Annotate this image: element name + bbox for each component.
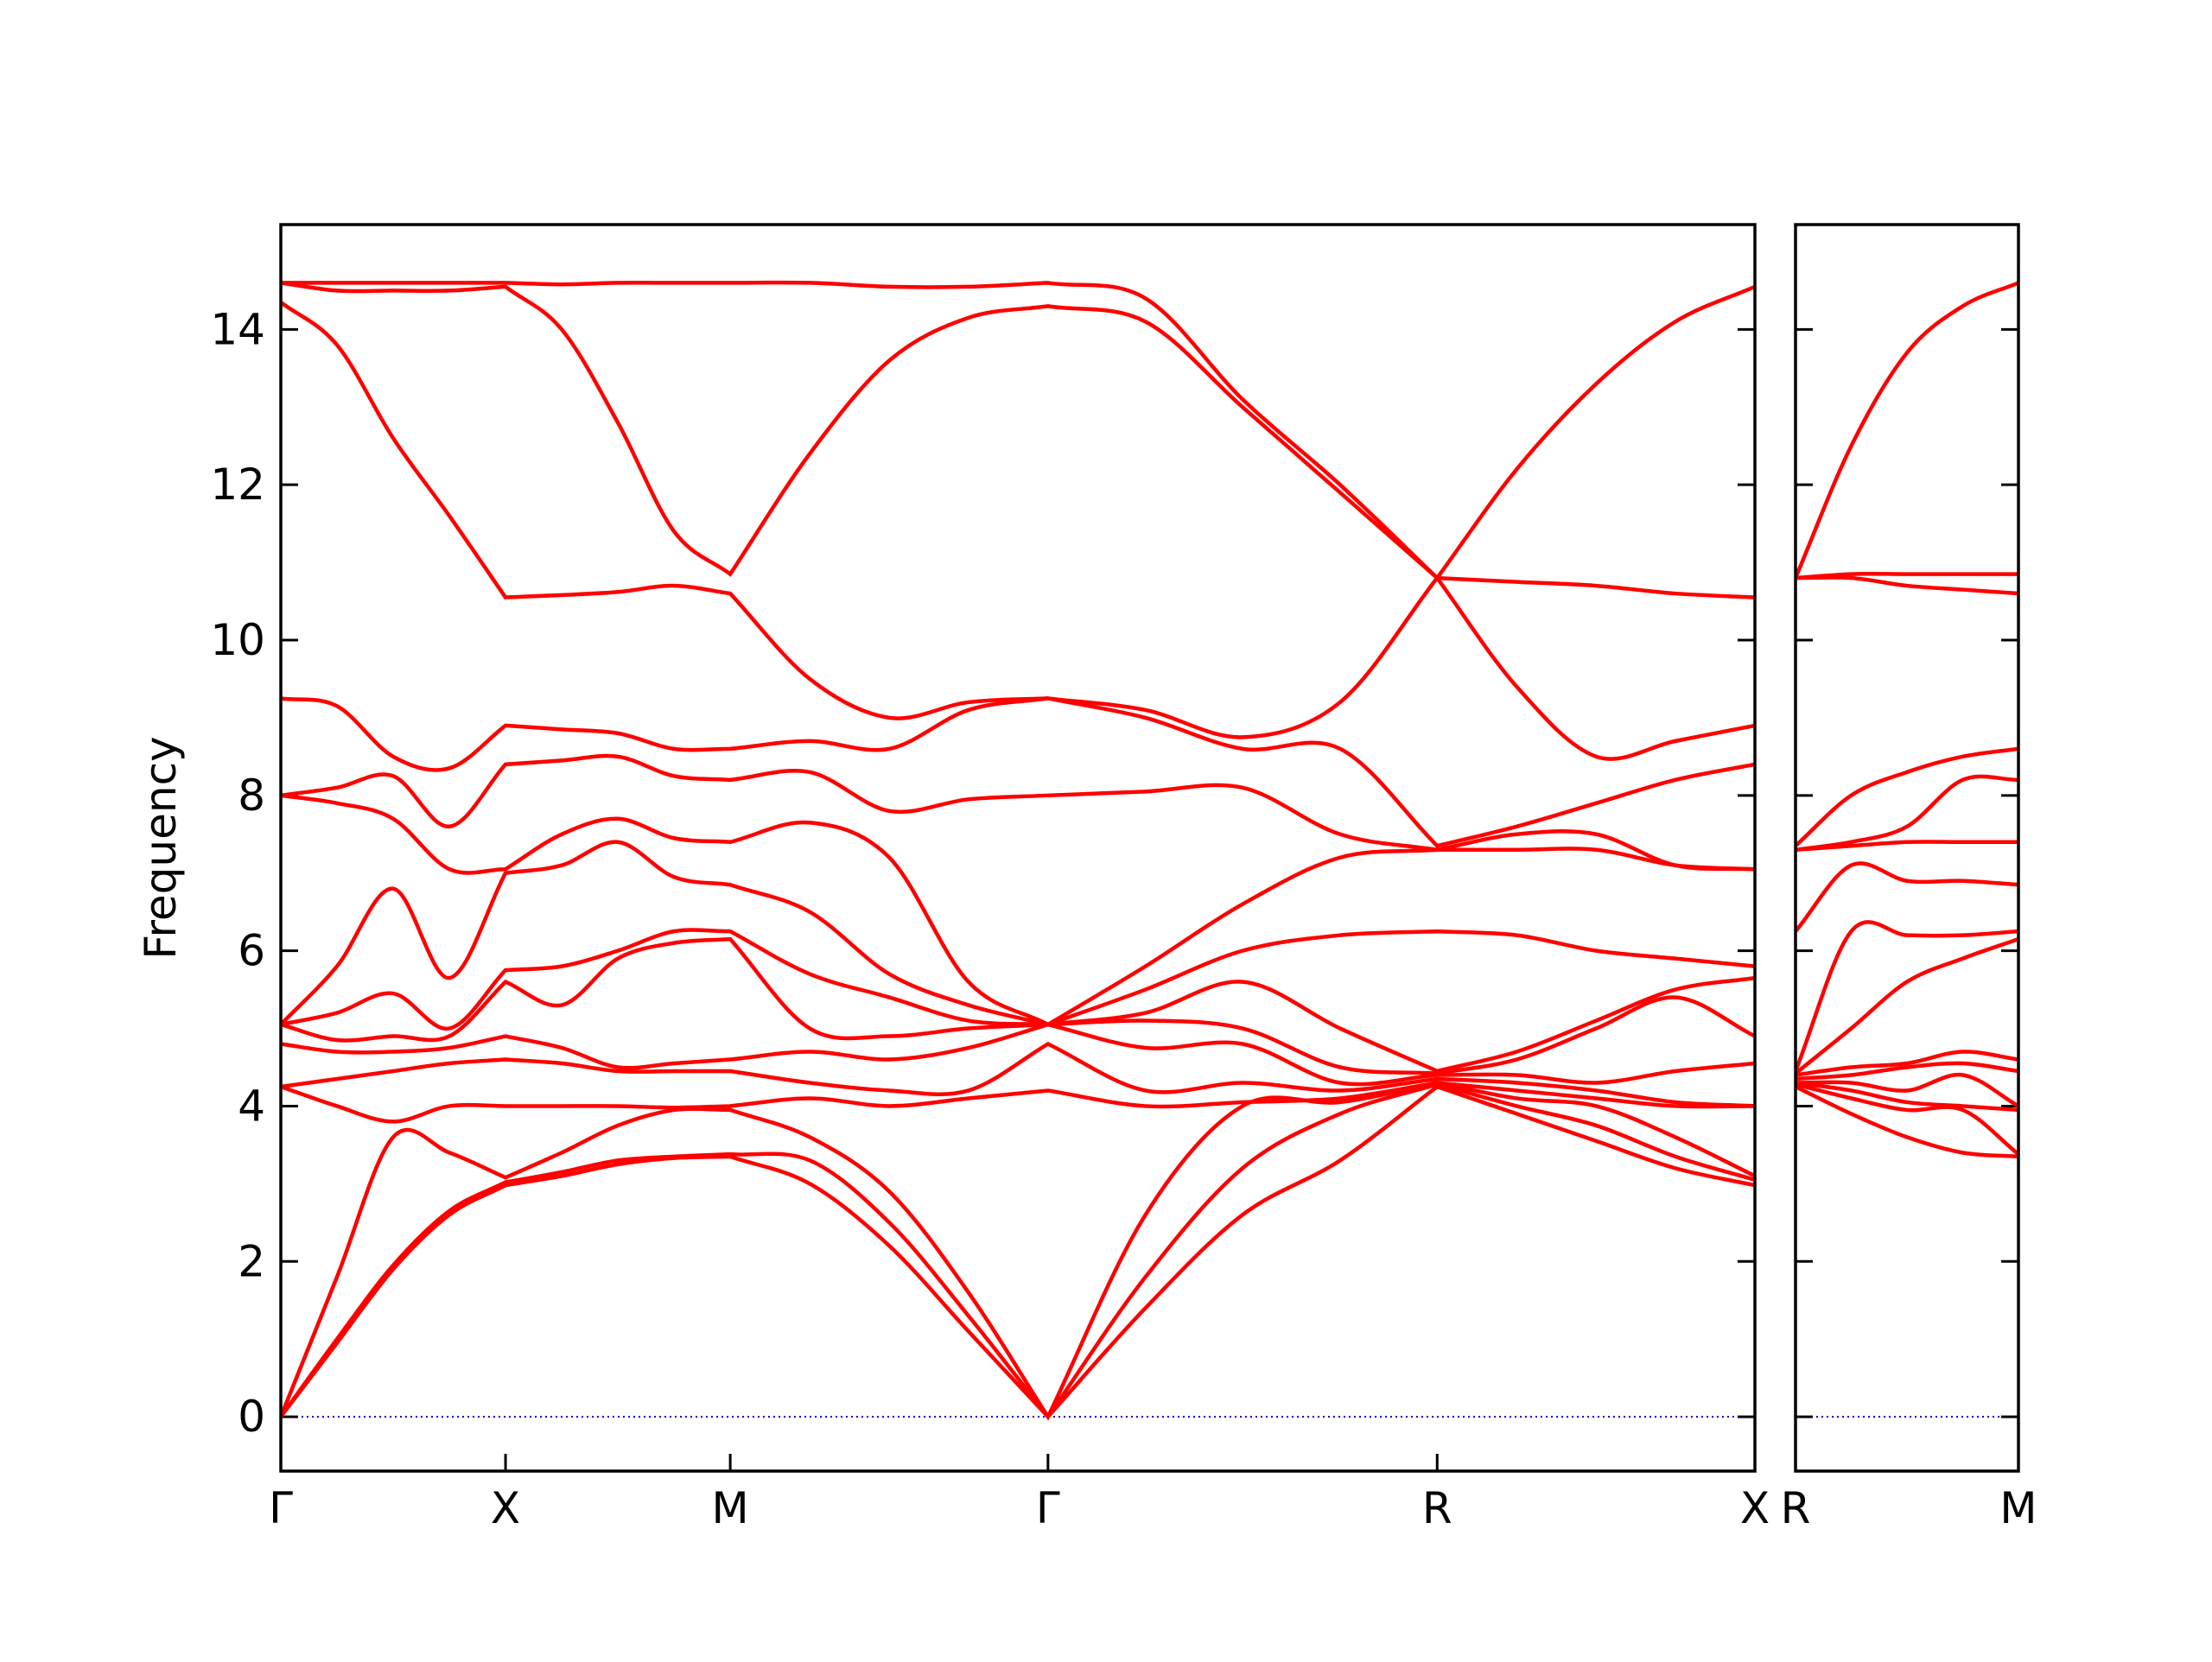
x-tick-label: R bbox=[1422, 1483, 1452, 1533]
band-line bbox=[1796, 840, 2018, 852]
x-tick-label: M bbox=[712, 1483, 749, 1533]
band-line bbox=[281, 753, 1755, 872]
band-line bbox=[1796, 1050, 2018, 1077]
band-line bbox=[1796, 920, 2018, 1072]
band-line bbox=[281, 1082, 1755, 1420]
y-tick-label: 0 bbox=[238, 1392, 265, 1442]
y-axis-label: Frequency bbox=[136, 736, 186, 959]
y-tick-label: 14 bbox=[210, 304, 265, 354]
y-tick-label: 2 bbox=[238, 1236, 265, 1286]
band-line bbox=[1796, 861, 2018, 933]
band-line bbox=[1796, 575, 2018, 596]
band-line bbox=[281, 840, 1755, 1027]
band-line bbox=[281, 1022, 1755, 1087]
y-tick-label: 8 bbox=[238, 771, 265, 821]
band-line bbox=[1796, 1073, 2018, 1108]
y-tick-label: 12 bbox=[210, 460, 265, 510]
plot-frame bbox=[1794, 223, 2020, 1473]
x-tick-label: X bbox=[1740, 1483, 1770, 1533]
x-tick-label: X bbox=[491, 1483, 520, 1533]
band-line bbox=[281, 281, 1755, 599]
band-line bbox=[1796, 774, 2018, 852]
band-line bbox=[281, 1081, 1755, 1421]
band-line bbox=[281, 936, 1755, 1075]
x-tick-label: M bbox=[1999, 1483, 2037, 1533]
band-line bbox=[281, 793, 1755, 1027]
plot-frame bbox=[279, 223, 1757, 1473]
x-tick-label: R bbox=[1781, 1483, 1811, 1533]
band-line bbox=[1796, 1081, 2018, 1113]
y-tick-label: 10 bbox=[210, 615, 265, 665]
band-line bbox=[1796, 1082, 2018, 1156]
x-tick-label: Γ bbox=[1036, 1483, 1060, 1533]
band-line bbox=[1796, 1084, 2018, 1159]
band-line bbox=[1796, 281, 2018, 579]
band-line bbox=[1796, 1061, 2018, 1082]
band-line bbox=[1796, 746, 2018, 847]
band-line bbox=[1796, 937, 2018, 1075]
band-line bbox=[281, 1041, 1755, 1108]
band-line bbox=[281, 1081, 1755, 1124]
x-tick-label: Γ bbox=[269, 1483, 293, 1533]
band-line bbox=[281, 280, 1755, 581]
y-tick-label: 4 bbox=[238, 1081, 265, 1131]
band-line bbox=[281, 696, 1755, 848]
y-tick-label: 6 bbox=[238, 926, 265, 976]
band-line bbox=[281, 928, 1755, 1074]
band-line bbox=[281, 1084, 1755, 1420]
band-line bbox=[281, 301, 1755, 761]
band-line bbox=[1796, 571, 2018, 580]
